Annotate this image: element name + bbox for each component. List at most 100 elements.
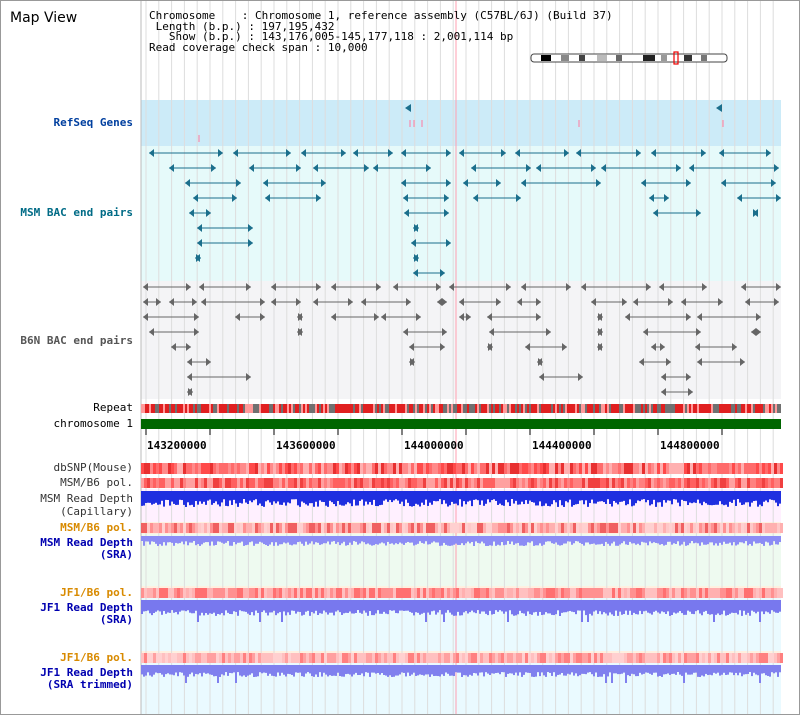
- capillary-depth-bar: [755, 491, 757, 501]
- polymorphism-cell: [690, 478, 693, 488]
- jf1-trimmed-depth-bar: [263, 665, 265, 673]
- track-label-msm-bac[interactable]: MSM BAC end pairs: [20, 206, 133, 219]
- jf1-sra-depth-bar: [695, 600, 697, 612]
- dbsnp-cell: [741, 463, 744, 474]
- track-label-b6n-bac[interactable]: B6N BAC end pairs: [20, 334, 133, 347]
- polymorphism-cell: [297, 588, 300, 598]
- polymorphism-cell: [636, 653, 639, 663]
- track-label-refseq[interactable]: RefSeq Genes: [53, 116, 133, 129]
- msm-sra-depth-bar: [567, 536, 569, 542]
- polymorphism-cell: [630, 478, 633, 488]
- polymorphism-cell: [351, 653, 354, 663]
- jf1-trimmed-depth-bar: [165, 665, 167, 675]
- jf1-trimmed-depth-bar: [315, 665, 317, 675]
- repeat-element: [179, 404, 181, 413]
- msm-sra-depth-bar: [339, 536, 341, 546]
- polymorphism-cell: [453, 523, 456, 533]
- repeat-element: [489, 404, 491, 413]
- repeat-element: [159, 404, 161, 413]
- b6n-bac-pair-end: [316, 283, 321, 291]
- jf1-sra-depth-bar: [359, 600, 361, 613]
- msm-sra-depth-bar: [223, 536, 225, 544]
- polymorphism-cell: [279, 653, 282, 663]
- jf1-sra-depth-bar: [463, 600, 465, 613]
- dbsnp-cell: [321, 463, 324, 474]
- jf1-trimmed-depth-bar: [157, 665, 159, 674]
- repeat-element: [427, 404, 429, 413]
- polymorphism-cell: [330, 478, 333, 488]
- dbsnp-cell: [144, 463, 147, 474]
- polymorphism-cell: [780, 478, 783, 488]
- polymorphism-cell: [342, 653, 345, 663]
- jf1-sra-depth-bar: [539, 600, 541, 612]
- polymorphism-cell: [507, 588, 510, 598]
- jf1-sra-depth-bar: [569, 600, 571, 611]
- polymorphism-cell: [762, 653, 765, 663]
- repeat-element: [701, 404, 703, 413]
- polymorphism-cell: [276, 523, 279, 533]
- polymorphism-cell: [651, 523, 654, 533]
- dbsnp-cell: [474, 463, 477, 474]
- msm-sra-depth-bar: [179, 536, 181, 544]
- jf1-sra-depth-bar: [305, 600, 307, 612]
- polymorphism-cell: [729, 653, 732, 663]
- polymorphism-cell: [204, 588, 207, 598]
- jf1-sra-depth-bar: [681, 600, 683, 614]
- repeat-element: [627, 404, 629, 413]
- capillary-depth-bar: [475, 491, 477, 500]
- capillary-depth-bar: [661, 491, 663, 507]
- capillary-depth-bar: [739, 491, 741, 503]
- jf1-sra-depth-bar: [335, 600, 337, 612]
- capillary-depth-bar: [565, 491, 567, 502]
- capillary-depth-bar: [421, 491, 423, 503]
- dbsnp-cell: [177, 463, 180, 474]
- polymorphism-cell: [543, 588, 546, 598]
- jf1-sra-depth-bar: [563, 600, 565, 613]
- polymorphism-cell: [552, 588, 555, 598]
- b6n-bac-pair-end: [156, 298, 161, 306]
- msm-sra-depth-bar: [425, 536, 427, 542]
- capillary-depth-bar: [337, 491, 339, 502]
- polymorphism-cell: [582, 653, 585, 663]
- repeat-element: [145, 404, 147, 413]
- jf1-trimmed-depth-bar: [281, 665, 283, 673]
- polymorphism-cell: [276, 588, 279, 598]
- jf1-trimmed-depth-bar: [391, 665, 393, 677]
- msm-sra-depth-bar: [451, 536, 453, 546]
- polymorphism-cell: [618, 653, 621, 663]
- jf1-sra-depth-bar: [181, 600, 183, 611]
- msm-sra-depth-bar: [597, 536, 599, 545]
- repeat-element: [513, 404, 515, 413]
- polymorphism-cell: [222, 588, 225, 598]
- jf1-trimmed-depth-bar: [209, 665, 211, 675]
- msm-sra-depth-bar: [465, 536, 467, 544]
- polymorphism-cell: [225, 588, 228, 598]
- b6n-bac-pair-end: [598, 328, 603, 336]
- jf1-trimmed-depth-bar: [349, 665, 351, 675]
- polymorphism-cell: [315, 523, 318, 533]
- polymorphism-cell: [480, 478, 483, 488]
- msm-sra-depth-bar: [361, 536, 363, 542]
- capillary-depth-bar: [299, 491, 301, 507]
- dbsnp-cell: [273, 463, 276, 474]
- polymorphism-cell: [612, 588, 615, 598]
- b6n-bac-pair-end: [625, 313, 630, 321]
- jf1-trimmed-depth-bar: [301, 665, 303, 677]
- capillary-depth-bar: [435, 491, 437, 502]
- polymorphism-cell: [207, 523, 210, 533]
- polymorphism-cell: [282, 653, 285, 663]
- msm-bac-pair-end: [721, 179, 726, 187]
- msm-sra-depth-bar: [775, 536, 777, 545]
- msm-bac-pair-end: [248, 239, 253, 247]
- polymorphism-cell: [414, 588, 417, 598]
- dbsnp-cell: [312, 463, 315, 474]
- polymorphism-cell: [141, 588, 144, 598]
- jf1-sra-depth-bar: [421, 600, 423, 614]
- capillary-depth-bar: [761, 491, 763, 507]
- polymorphism-cell: [675, 653, 678, 663]
- capillary-depth-bar: [589, 491, 591, 504]
- msm-sra-depth-bar: [723, 536, 725, 542]
- msm-sra-depth-bar: [751, 536, 753, 546]
- jf1-sra-depth-bar: [227, 600, 229, 613]
